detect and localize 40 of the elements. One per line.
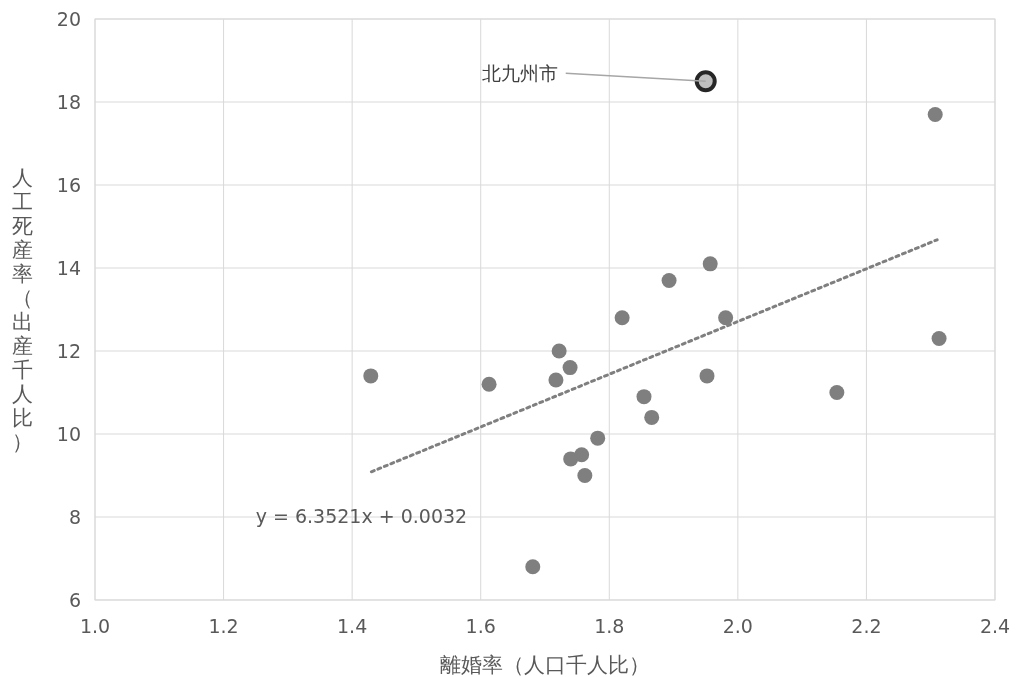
y-tick-label: 6 (68, 589, 81, 611)
y-tick-label: 14 (56, 257, 81, 279)
point (363, 368, 379, 384)
x-tick-label: 1.6 (465, 615, 496, 637)
y-tick-label: 8 (68, 506, 81, 528)
point (562, 360, 578, 376)
point (829, 385, 845, 400)
point (718, 310, 734, 326)
x-tick-label: 1.4 (337, 615, 368, 637)
point (481, 376, 497, 392)
point (661, 272, 677, 288)
point (574, 447, 590, 463)
point (931, 331, 947, 347)
x-tick-label: 2.4 (979, 615, 1011, 637)
point (927, 106, 943, 122)
x-tick-label: 2.2 (851, 615, 882, 637)
point (577, 468, 593, 483)
x-tick-label: 1.2 (208, 615, 239, 637)
point (702, 256, 718, 272)
point (699, 368, 715, 384)
point (525, 559, 541, 575)
x-tick-label: 1.8 (594, 615, 625, 637)
y-tick-label: 18 (56, 91, 81, 113)
y-tick-label: 10 (56, 423, 81, 445)
y-tick-label: 12 (56, 340, 81, 362)
point (590, 430, 606, 446)
annotation: 北九州市 (481, 62, 707, 85)
annotation: y = 6.3521x + 0.0032 (255, 505, 468, 528)
annotation: 北九州市 (481, 62, 558, 85)
point (548, 372, 564, 388)
point (614, 310, 630, 326)
x-tick-label: 1.0 (79, 615, 111, 637)
point (551, 343, 567, 359)
x-axis-title: 離婚率（人口千人比） (440, 653, 650, 677)
point (644, 409, 660, 425)
y-axis-title: 人工死産率（出産千人比） (11, 165, 33, 454)
point (636, 389, 652, 405)
y-tick-label: 20 (56, 8, 81, 30)
y-tick-label: 16 (56, 174, 81, 196)
x-tick-label: 2.0 (722, 615, 753, 637)
